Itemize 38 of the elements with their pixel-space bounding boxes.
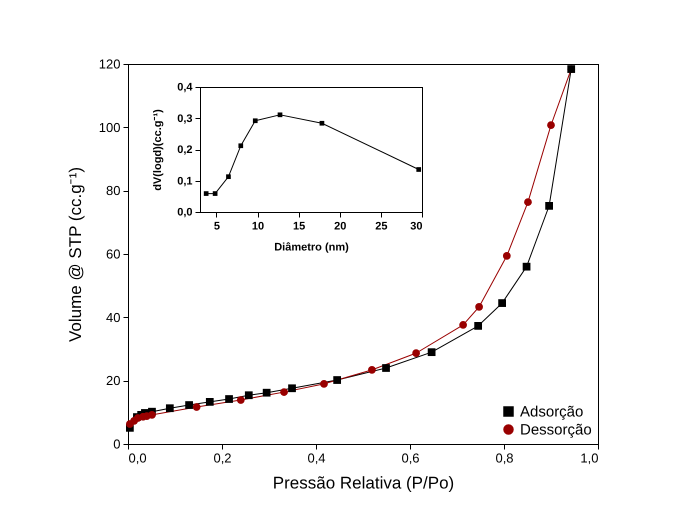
y-axis-title: dV(logd)(cc.g⁻¹) bbox=[152, 108, 164, 191]
x-tick-label: 0,2 bbox=[213, 450, 232, 466]
x-tick-label: 0,8 bbox=[495, 450, 514, 466]
point bbox=[204, 191, 209, 196]
y-tick-label: 0,4 bbox=[177, 82, 194, 94]
point bbox=[252, 118, 258, 124]
x-tick-label: 0,6 bbox=[401, 450, 420, 466]
x-tick-label: 10 bbox=[252, 220, 264, 232]
x-tick-label: 1,0 bbox=[580, 450, 598, 466]
y-tick-label: 100 bbox=[98, 120, 120, 135]
point bbox=[226, 174, 231, 180]
x-tick-label: 20 bbox=[334, 220, 346, 232]
x-tick-label: 25 bbox=[375, 220, 388, 232]
y-tick-label: 0 bbox=[113, 436, 120, 452]
y-tick-label: 40 bbox=[106, 310, 120, 325]
y-tick-label: 20 bbox=[106, 373, 120, 388]
x-tick-label: 0,0 bbox=[128, 450, 147, 466]
legend-label: Adsorção bbox=[520, 404, 584, 420]
point bbox=[238, 143, 244, 148]
point bbox=[320, 120, 324, 126]
y-tick-label: 0,2 bbox=[177, 144, 192, 156]
x-tick-label: 0,4 bbox=[307, 450, 326, 466]
point bbox=[212, 191, 218, 196]
x-axis-title: Diâmetro (nm) bbox=[274, 242, 350, 254]
legend-label: Dessorção bbox=[520, 422, 592, 438]
point bbox=[416, 167, 422, 172]
x-tick-label: 15 bbox=[293, 220, 306, 232]
y-tick-label: 120 bbox=[98, 56, 120, 72]
point bbox=[278, 112, 282, 118]
x-axis-title: Pressão Relativa (P/Po) bbox=[272, 474, 454, 492]
y-tick-label: 0,1 bbox=[177, 175, 192, 188]
y-tick-label: 0,3 bbox=[177, 112, 192, 125]
x-tick-label: 5 bbox=[214, 220, 220, 232]
y-tick-label: 0,0 bbox=[177, 206, 192, 218]
y-tick-label: 60 bbox=[106, 246, 120, 262]
y-tick-label: 80 bbox=[106, 183, 120, 198]
x-tick-label: 30 bbox=[410, 220, 422, 232]
y-axis-title: Volume @ STP (cc.g⁻¹) bbox=[66, 166, 85, 342]
